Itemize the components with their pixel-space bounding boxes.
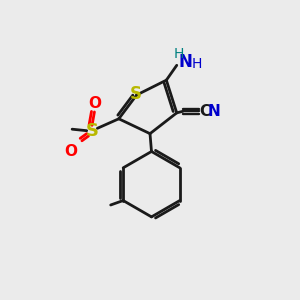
Text: N: N bbox=[208, 104, 220, 119]
Text: N: N bbox=[178, 53, 192, 71]
Text: H: H bbox=[191, 57, 202, 71]
Text: H: H bbox=[173, 47, 184, 61]
Text: C: C bbox=[200, 104, 211, 119]
Text: S: S bbox=[130, 85, 142, 103]
Text: S: S bbox=[85, 122, 98, 140]
Text: O: O bbox=[88, 95, 101, 110]
Text: O: O bbox=[65, 144, 78, 159]
